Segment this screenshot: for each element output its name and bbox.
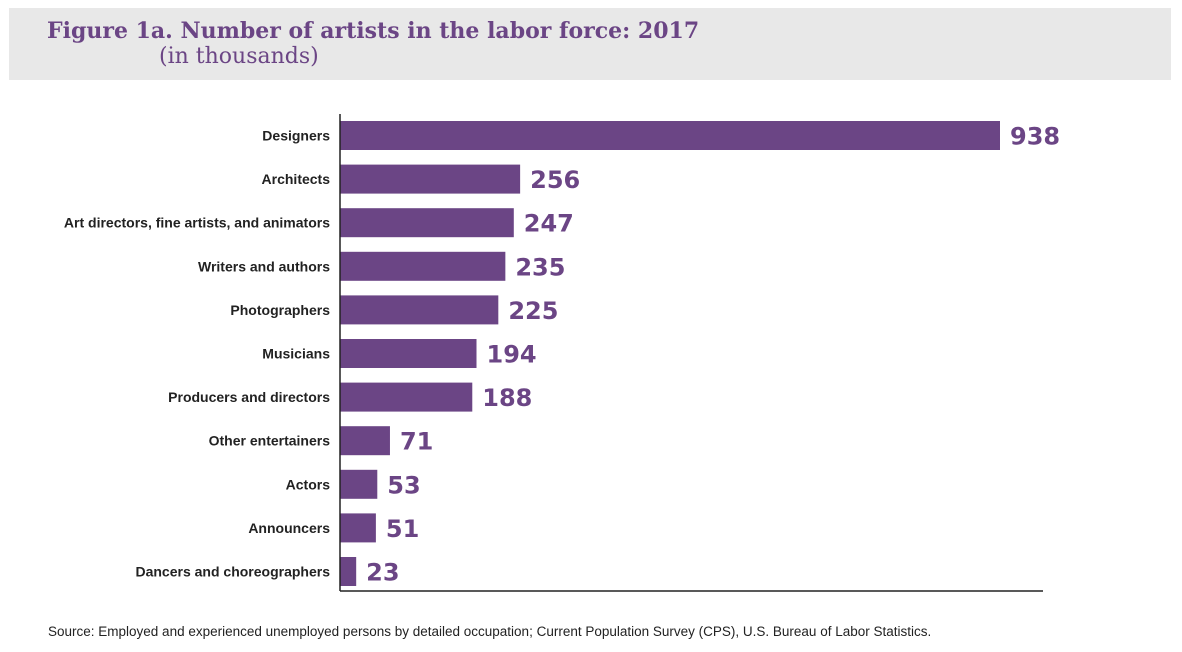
- bar-2: [340, 208, 514, 238]
- category-label: Other entertainers: [209, 433, 331, 449]
- bars-group: Designers 938 Architects 256 Art directors, …: [64, 121, 1060, 587]
- category-label: Art directors, fine artists, and animato…: [64, 215, 330, 231]
- bar-9: [340, 513, 376, 543]
- bar-3: [340, 251, 506, 281]
- category-label: Producers and directors: [168, 389, 330, 405]
- value-label: 71: [400, 428, 433, 456]
- chart-header: Figure 1a. Number of artists in the labo…: [9, 8, 1171, 80]
- value-label: 51: [386, 515, 419, 543]
- value-label: 53: [387, 471, 420, 499]
- category-label: Architects: [262, 171, 331, 187]
- value-label: 188: [482, 384, 532, 412]
- source-note: Source: Employed and experienced unemplo…: [48, 624, 932, 639]
- bar-4: [340, 295, 499, 325]
- category-label: Dancers and choreographers: [135, 564, 330, 580]
- bar-5: [340, 339, 477, 368]
- chart-title: Figure 1a. Number of artists in the labo…: [47, 18, 700, 44]
- bar-7: [340, 426, 390, 456]
- value-label: 247: [524, 210, 574, 238]
- chart-subtitle: (in thousands): [159, 44, 319, 69]
- bar-0: [340, 121, 1000, 150]
- value-label: 235: [515, 253, 565, 281]
- category-label: Actors: [286, 476, 331, 492]
- value-label: 225: [508, 297, 558, 325]
- value-label: 194: [487, 341, 537, 369]
- category-label: Designers: [262, 128, 330, 144]
- value-label: 938: [1010, 123, 1060, 151]
- axes-group: [339, 114, 1043, 592]
- value-label: 256: [530, 166, 580, 194]
- category-label: Writers and authors: [198, 258, 330, 274]
- bar-8: [340, 469, 378, 499]
- category-label: Photographers: [230, 302, 330, 318]
- category-label: Announcers: [248, 520, 330, 536]
- bar-6: [340, 382, 473, 412]
- bar-10: [340, 557, 357, 586]
- value-label: 23: [366, 559, 399, 587]
- bar-1: [340, 164, 521, 194]
- category-label: Musicians: [262, 346, 330, 362]
